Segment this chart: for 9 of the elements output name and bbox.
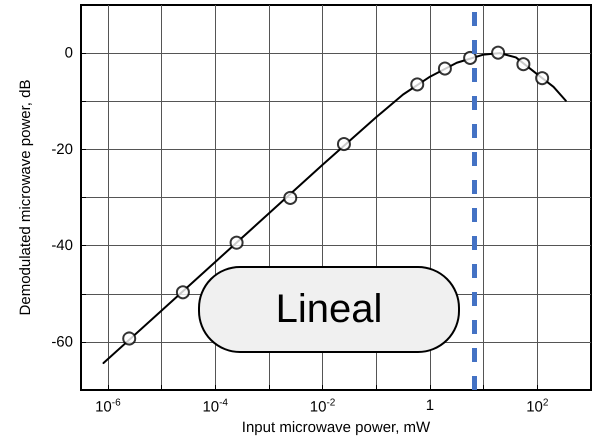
rounded-callout-box: Lineal	[198, 266, 460, 353]
y-tick-label: -60	[51, 333, 73, 350]
annotation: Lineal	[276, 287, 382, 332]
y-tick-label: -40	[51, 237, 73, 254]
y-axis-title: Demodulated microwave power, dB	[17, 80, 34, 316]
y-tick-label: -20	[51, 140, 73, 158]
y-tick-label: 0	[64, 44, 73, 62]
x-axis-title: Input microwave power, mW	[242, 419, 432, 436]
x-tick-label: 1	[426, 397, 434, 414]
